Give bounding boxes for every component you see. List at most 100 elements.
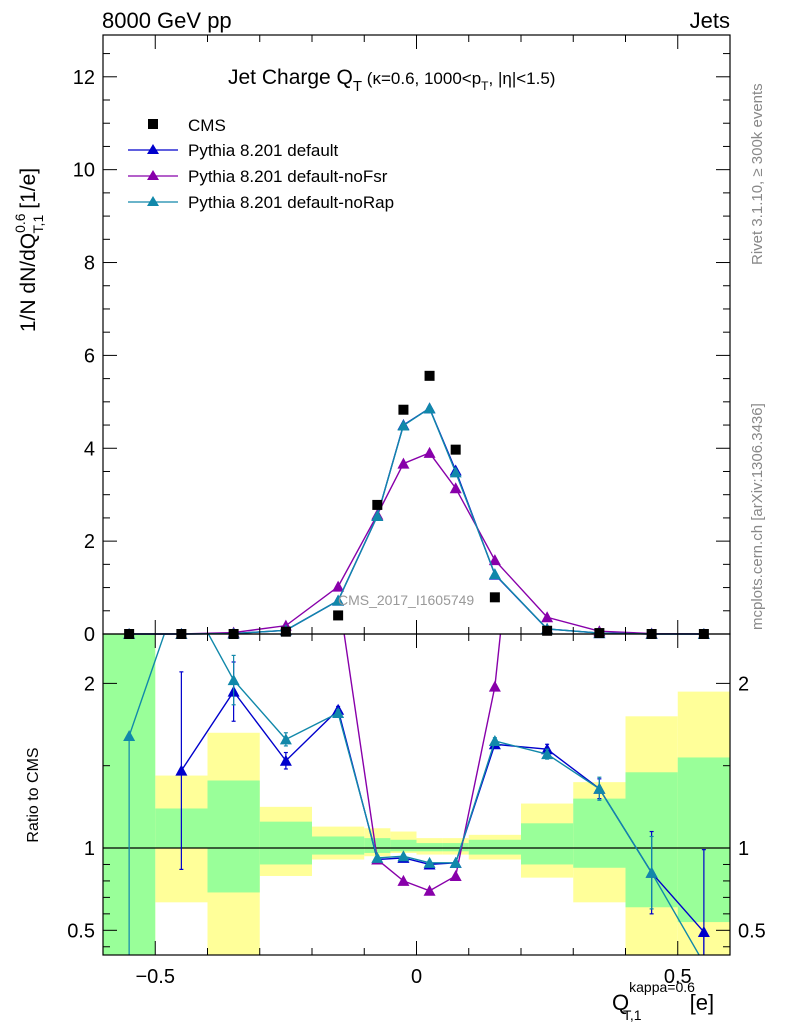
x-tick-label: −0.5 [136,966,175,988]
ratio-marker-series-2 [123,730,136,742]
main-y-tick-label: 0 [84,624,95,646]
x-tick-label: 0.5 [664,966,692,988]
ratio-panel [103,634,730,955]
main-marker-series-2 [332,594,345,606]
band-green-bin [259,821,312,865]
ratio-marker-series-2 [449,856,462,868]
x-tick-label: 0 [411,966,422,988]
main-marker-series-1 [332,580,345,592]
main-marker-series-2 [397,419,410,431]
title-detail: (κ=0.6, 1000<p [362,69,481,88]
main-y-tick-label: 8 [84,253,95,275]
ylabel-sub: T,1 [30,215,46,234]
main-marker-series-2 [371,510,384,522]
legend-label-norap: Pythia 8.201 default-noRap [188,193,394,212]
legend-marker-nofsr [147,170,159,180]
legend-entry-nofsr: Pythia 8.201 default-noFsr [128,167,388,186]
main-y-tick-label: 12 [73,67,95,89]
main-marker-series-1 [423,446,436,458]
ratio-marker-series-2 [397,850,410,862]
ratio-y-tick-label-right: 0.5 [738,920,766,942]
ratio-marker-series-2 [488,735,501,746]
main-marker-series-2 [423,402,436,414]
legend-label-default: Pythia 8.201 default [188,141,339,160]
title-tail: , |η|<1.5) [489,69,556,88]
x-axis-label: Qkappa=0.6 T,1 [e] [612,979,714,1023]
analysis-label: CMS_2017_I1605749 [338,592,474,608]
band-green-bin [364,838,391,853]
ratio-marker-series-1 [488,680,501,692]
process-label: Jets [690,8,730,33]
main-y-tick-label: 10 [73,160,95,182]
ratio-y-tick-label: 0.5 [67,920,95,942]
title-main: Jet Charge Q [228,66,353,89]
ratio-marker-series-2 [593,782,606,794]
xlabel-sub: T,1 [623,1007,642,1023]
ratio-marker-series-0 [697,925,710,937]
cms-data-point [398,404,409,415]
cms-data-point [372,499,383,510]
cms-data-point [489,592,500,603]
ratio-y-axis-label: Ratio to CMS [25,747,42,842]
ratio-y-tick-label: 1 [84,838,95,860]
main-marker-series-2 [449,466,462,478]
ratio-line-series-2 [128,634,700,955]
ratio-marker-series-0 [175,764,188,776]
ylabel-unit: [1/e] [17,168,40,209]
band-green-bin [442,843,469,852]
legend-entry-default: Pythia 8.201 default [128,141,339,160]
ratio-marker-series-1 [397,874,410,886]
main-marker-series-1 [488,554,501,566]
legend-label-cms: CMS [188,116,226,135]
main-y-tick-label: 4 [84,438,95,460]
cms-data-point [450,444,461,455]
cms-data-point [333,610,344,621]
ratio-marker-series-2 [371,851,384,863]
band-green-bin [521,823,574,865]
cms-data-point [594,628,605,639]
cms-data-point [424,370,435,381]
legend-label-nofsr: Pythia 8.201 default-noFsr [188,167,388,186]
legend-marker-default [147,144,159,154]
ratio-marker-series-2 [227,674,240,686]
ratio-y-tick-label-right: 1 [738,838,749,860]
ratio-y-tick-label: 2 [84,673,95,695]
title-detail-sub: T [481,79,489,93]
ratio-marker-series-2 [332,707,345,719]
xlabel-sup: kappa=0.6 [629,979,695,995]
main-marker-series-1 [397,457,410,469]
ratio-marker-series-2 [423,856,436,868]
main-line-series-1 [129,452,704,635]
legend-marker-norap [147,196,159,206]
main-y-tick-label: 2 [84,531,95,553]
ratio-marker-series-2 [645,866,658,878]
legend-marker-cms [148,119,158,129]
title-sub: T [353,78,362,95]
main-y-axis-label: 1/N dN/dQ0.6 T,1 [1/e] [12,168,46,332]
main-y-tick-label: 6 [84,345,95,367]
band-green-bin [416,843,443,852]
main-panel [123,370,710,639]
ratio-marker-series-2 [541,748,554,760]
ratio-content [103,634,730,955]
band-green-bin [390,839,417,852]
ratio-marker-series-1 [423,884,436,896]
main-marker-series-2 [488,568,501,580]
energy-label: 8000 GeV pp [102,8,232,33]
legend-entry-cms: CMS [148,116,226,135]
main-line-series-2 [129,407,704,635]
band-green-bin [573,798,626,868]
main-marker-series-1 [541,611,554,623]
legend: CMS Pythia 8.201 default Pythia 8.201 de… [128,116,394,212]
legend-entry-norap: Pythia 8.201 default-noRap [128,193,394,212]
ratio-marker-series-2 [279,733,292,745]
ratio-marker-series-1 [449,869,462,881]
plot-title: Jet Charge QT (κ=0.6, 1000<pT, |η|<1.5) [228,66,555,95]
rivet-label: Rivet 3.1.10, ≥ 300k events [749,83,766,265]
ylabel-sup: 0.6 [12,213,28,233]
cms-data-point [542,625,553,636]
band-green-bin [312,836,365,855]
ratio-y-tick-label-right: 2 [738,673,749,695]
